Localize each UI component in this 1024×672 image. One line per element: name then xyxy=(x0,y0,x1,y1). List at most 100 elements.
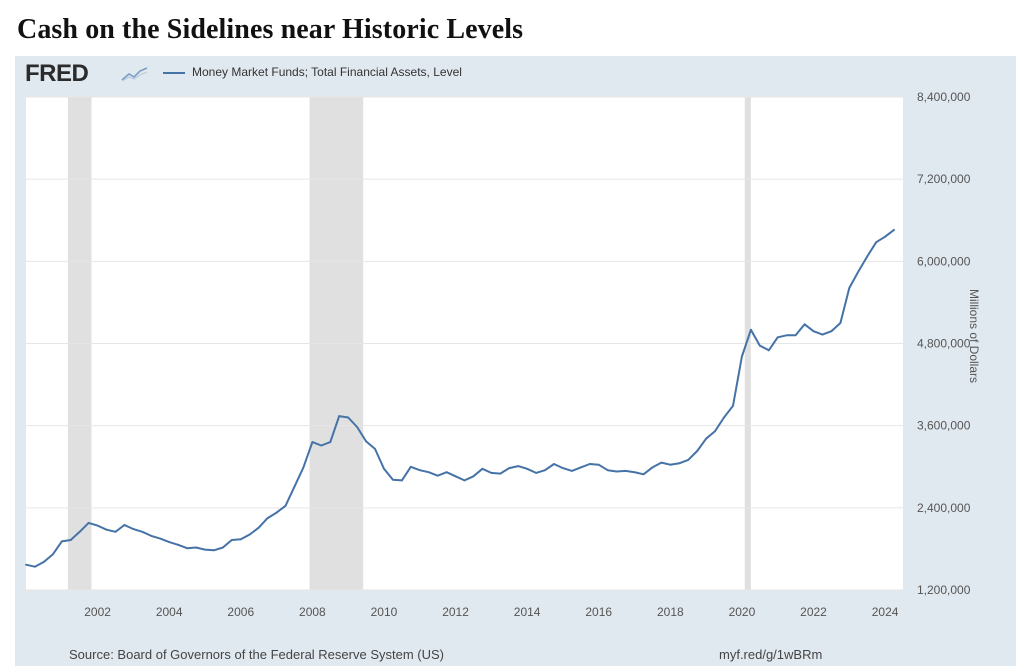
data-point xyxy=(123,524,126,526)
data-point xyxy=(177,543,180,546)
data-point xyxy=(409,465,412,468)
data-point xyxy=(356,426,359,428)
data-point xyxy=(562,467,564,470)
data-point xyxy=(472,475,475,478)
data-point xyxy=(651,466,654,469)
data-point xyxy=(642,473,645,476)
series-layer xyxy=(25,228,895,568)
series-line[interactable] xyxy=(25,229,895,568)
data-point xyxy=(132,528,135,530)
data-point xyxy=(893,228,895,231)
y-tick-label: 3,600,000 xyxy=(917,419,971,433)
data-point xyxy=(42,561,45,563)
y-tick-label: 7,200,000 xyxy=(917,172,971,186)
line-chart: 2002 2004 2006 2008 2010 2012 2014 2016 2018 2020… xyxy=(25,90,981,619)
x-tick-label: 2014 xyxy=(514,605,541,619)
data-point xyxy=(293,485,296,488)
x-tick-label: 2002 xyxy=(84,605,111,619)
data-point xyxy=(418,469,421,472)
fred-graph-panel: 2002 2004 2006 2008 2010 2012 2014 2016 2018 2020… xyxy=(15,56,1016,666)
data-point xyxy=(69,539,72,541)
data-point xyxy=(490,472,493,474)
data-point xyxy=(204,548,206,551)
data-point xyxy=(669,463,672,466)
data-point xyxy=(615,470,618,473)
data-point xyxy=(25,563,27,566)
data-point xyxy=(213,549,215,552)
legend-series-swatch xyxy=(163,72,185,74)
data-point xyxy=(517,465,520,467)
data-point xyxy=(749,328,752,331)
data-point xyxy=(857,270,860,273)
data-point xyxy=(266,517,269,520)
data-point xyxy=(248,533,251,536)
grid-lines xyxy=(26,96,903,591)
data-point xyxy=(812,330,815,333)
data-point xyxy=(105,528,108,531)
x-tick-label: 2018 xyxy=(657,605,684,619)
data-point xyxy=(785,334,788,337)
data-point xyxy=(60,540,63,543)
data-point xyxy=(535,472,537,474)
data-point xyxy=(168,541,171,543)
data-point xyxy=(159,537,162,540)
data-point xyxy=(275,511,278,514)
data-point xyxy=(875,241,878,244)
data-point xyxy=(544,469,546,472)
data-point xyxy=(436,474,439,477)
data-point xyxy=(221,546,224,549)
y-tick-label: 8,400,000 xyxy=(917,90,971,104)
data-point xyxy=(186,547,188,550)
x-tick-label: 2016 xyxy=(585,605,612,619)
legend-series-label[interactable]: Money Market Funds; Total Financial Asse… xyxy=(192,65,462,79)
x-tick-label: 2006 xyxy=(227,605,254,619)
y-tick-label: 4,800,000 xyxy=(917,337,971,351)
data-point xyxy=(445,471,448,474)
data-point xyxy=(553,463,555,465)
data-point xyxy=(606,469,609,472)
x-tick-label: 2010 xyxy=(371,605,398,619)
data-point xyxy=(714,430,716,433)
data-point xyxy=(114,530,117,533)
data-point xyxy=(579,466,582,469)
fred-line-chart-icon xyxy=(120,66,150,82)
data-point xyxy=(51,553,54,556)
data-point xyxy=(848,287,851,289)
y-axis-label: Millions of Dollars xyxy=(967,289,981,383)
data-point xyxy=(284,504,287,507)
data-point xyxy=(311,441,314,443)
data-point xyxy=(508,467,511,470)
data-point xyxy=(96,524,99,527)
short-link[interactable]: myf.red/g/1wBRm xyxy=(719,647,823,662)
data-point xyxy=(320,444,323,447)
data-point xyxy=(257,526,260,529)
data-point xyxy=(374,448,376,450)
data-point xyxy=(392,478,394,481)
fred-logo[interactable]: FRED xyxy=(25,60,89,87)
x-tick-label: 2008 xyxy=(299,605,326,619)
data-point xyxy=(526,467,529,470)
data-point xyxy=(481,467,484,470)
data-point xyxy=(463,479,466,482)
data-point xyxy=(150,535,153,537)
data-point xyxy=(794,334,797,337)
data-point xyxy=(499,472,502,475)
data-point xyxy=(570,469,573,472)
x-tick-label: 2024 xyxy=(872,605,899,619)
data-point xyxy=(365,440,367,443)
data-point xyxy=(660,461,663,464)
data-point xyxy=(830,330,833,333)
x-tick-label: 2020 xyxy=(729,605,756,619)
data-point xyxy=(597,463,600,466)
data-point xyxy=(302,466,305,469)
source-note: Source: Board of Governors of the Federa… xyxy=(69,647,444,662)
data-point xyxy=(758,344,761,347)
data-point xyxy=(400,479,403,482)
data-point xyxy=(705,437,708,440)
data-point xyxy=(347,416,350,419)
data-point xyxy=(803,323,806,326)
x-tick-label: 2012 xyxy=(442,605,469,619)
data-point xyxy=(454,475,457,478)
data-point xyxy=(678,462,681,465)
x-axis-ticks: 2002 2004 2006 2008 2010 2012 2014 2016 2018 2020… xyxy=(84,605,899,619)
